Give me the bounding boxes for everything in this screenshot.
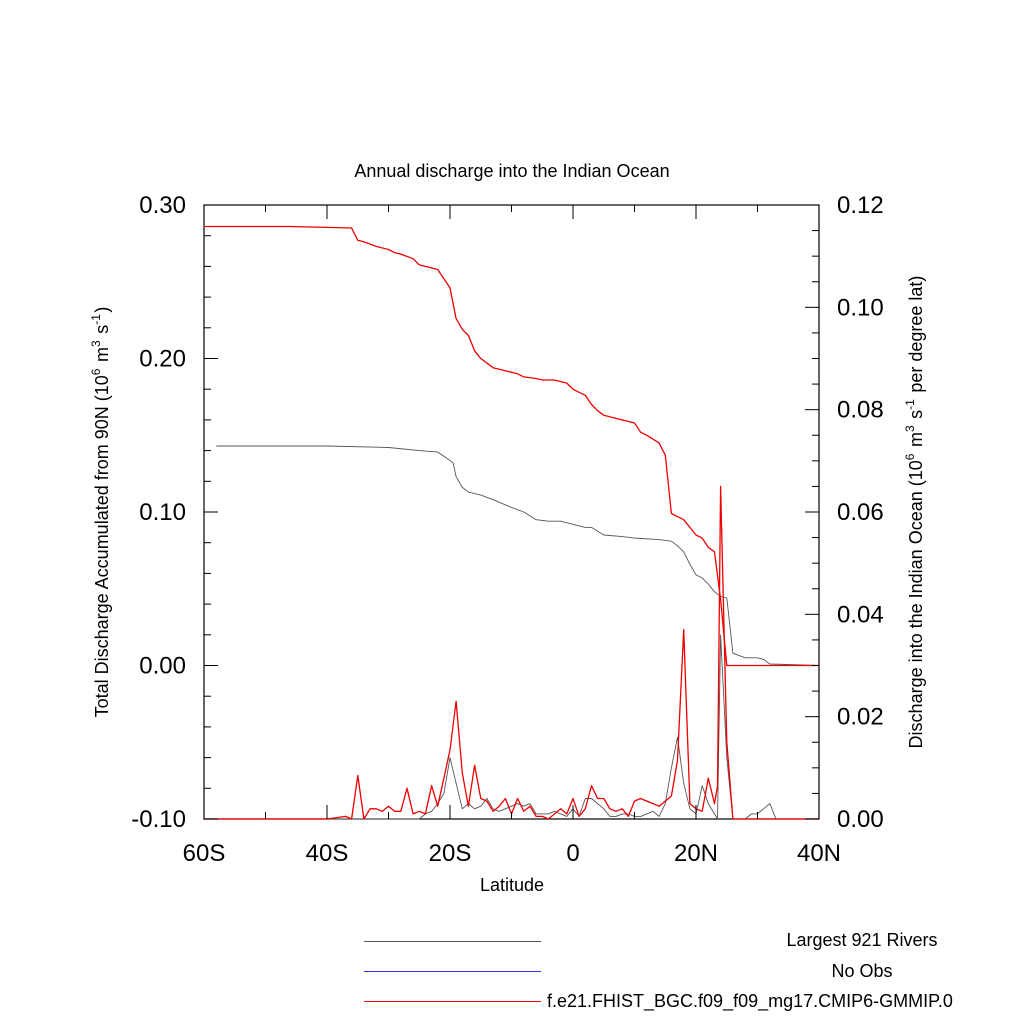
y-right-tick-label: 0.02 — [837, 704, 884, 731]
y-left-tick-label: 0.10 — [139, 499, 186, 526]
y-right-tick-label: 0.06 — [837, 499, 884, 526]
y-right-tick-label: 0.08 — [837, 397, 884, 424]
y-axis-label-right: Discharge into the Indian Ocean (106 m3 … — [903, 276, 926, 749]
y-right-tick-label: 0.10 — [837, 294, 884, 321]
y-right-tick-label: 0.04 — [837, 601, 884, 628]
x-tick-label: 40N — [797, 840, 841, 867]
y-right-tick-label: 0.12 — [837, 192, 884, 219]
y-left-tick-label: 0.20 — [139, 346, 186, 373]
y-right-tick-label: 0.00 — [837, 806, 884, 833]
x-axis-label: Latitude — [480, 875, 544, 895]
series-line-right-4 — [204, 485, 819, 820]
y-left-tick-label: -0.10 — [131, 806, 186, 833]
series-line-left-2 — [204, 225, 819, 667]
x-tick-label: 20S — [429, 840, 472, 867]
x-tick-label: 0 — [566, 840, 579, 867]
x-tick-label: 40S — [306, 840, 349, 867]
x-tick-label: 60S — [183, 840, 226, 867]
chart-title: Annual discharge into the Indian Ocean — [354, 161, 669, 181]
y-left-tick-label: 0.00 — [139, 653, 186, 680]
x-tick-label: 20N — [674, 840, 718, 867]
series-line-right-3 — [204, 634, 819, 820]
ticks-group: 60S 40S 20S 0 20N 40N -0.10 0.00 0.10 0.20 0.30 0.0… — [131, 192, 883, 867]
y-axis-label-left: Total Discharge Accumulated from 90N (10… — [89, 307, 112, 718]
y-left-tick-label: 0.30 — [139, 192, 186, 219]
series-group — [204, 225, 820, 820]
series-line-left-0 — [216, 445, 820, 666]
